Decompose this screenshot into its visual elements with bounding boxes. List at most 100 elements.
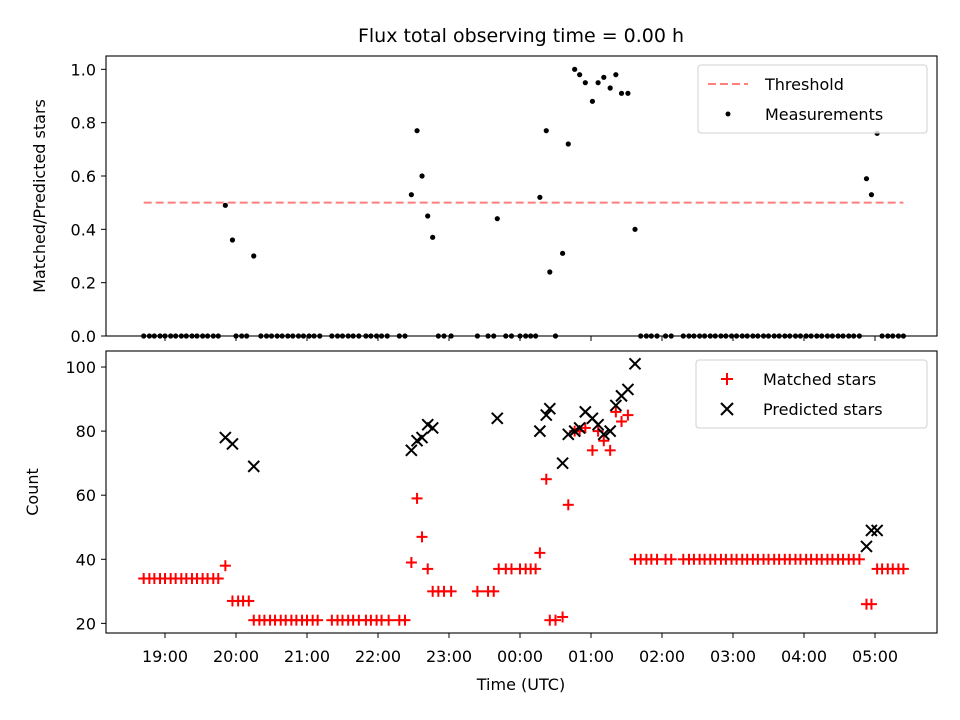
matched-star-point <box>530 563 542 575</box>
matched-star-point <box>598 435 610 447</box>
predicted-star-stroke-b <box>247 460 260 473</box>
x-axis-label: Time (UTC) <box>476 675 565 694</box>
measurement-point <box>577 72 583 78</box>
matched-star-point <box>405 557 417 568</box>
predicted-star-stroke-b <box>591 418 605 431</box>
measurement-point <box>425 213 431 219</box>
matched-star-point <box>604 444 616 456</box>
measurement-point <box>229 237 236 243</box>
measurement-point <box>414 128 420 134</box>
measurement-point <box>613 72 619 78</box>
predicted-star-stroke-b <box>573 421 586 435</box>
measurement-point <box>868 192 875 198</box>
matched-star-point <box>897 563 909 575</box>
legend-measurements-label: Measurements <box>765 105 883 124</box>
top-y-axis-label: Matched/Predicted stars <box>30 99 49 293</box>
predicted-star-stroke-b <box>540 408 553 422</box>
matched-star-point <box>534 547 546 559</box>
chart-title: Flux total observing time = 0.00 h <box>358 25 684 47</box>
matched-star-point <box>610 406 622 418</box>
measurement-point <box>430 234 436 240</box>
x-tick-label: 20:00 <box>213 647 259 666</box>
predicted-star-stroke-b <box>415 431 429 444</box>
predicted-star-point <box>226 437 239 451</box>
matched-star-point <box>540 473 552 485</box>
measurement-point <box>560 250 566 256</box>
measurement-point <box>863 176 870 182</box>
predicted-star-point <box>621 383 635 396</box>
matched-star-point <box>562 499 574 511</box>
legend-measurements-swatch <box>725 111 731 117</box>
top-y-tick-label: 0.4 <box>71 220 96 239</box>
bottom-legend: Matched stars Predicted stars <box>695 359 928 429</box>
top-y-tick-label: 0.6 <box>71 167 96 186</box>
matched-star-point <box>212 573 224 585</box>
measurement-point <box>632 226 638 232</box>
matched-star-point <box>219 560 231 572</box>
predicted-star-point <box>865 524 878 537</box>
matched-star-point <box>622 409 634 421</box>
x-tick-label: 05:00 <box>852 647 898 666</box>
bottom-y-tick-label: 100 <box>65 358 96 377</box>
measurement-point <box>582 80 588 86</box>
predicted-star-stroke-b <box>219 431 232 444</box>
predicted-star-point <box>609 399 623 412</box>
top-y-tick-label: 0.2 <box>71 274 96 293</box>
predicted-star-stroke-b <box>533 424 547 438</box>
matched-star-point <box>550 614 561 626</box>
matched-star-point <box>488 585 500 597</box>
x-tick-label: 19:00 <box>142 647 188 666</box>
measurement-point <box>222 202 228 208</box>
x-tick-label: 01:00 <box>568 647 614 666</box>
bottom-legend-box <box>695 359 928 429</box>
measurement-point <box>565 141 571 147</box>
predicted-star-stroke-b <box>579 405 592 419</box>
x-tick-label: 02:00 <box>639 647 685 666</box>
matched-star-point <box>853 553 865 565</box>
x-tick-label: 23:00 <box>426 647 472 666</box>
predicted-star-point <box>573 421 586 435</box>
measurement-point <box>607 85 613 91</box>
matched-star-point <box>557 611 569 623</box>
measurement-point <box>547 269 553 275</box>
matched-star-point <box>399 614 411 626</box>
matched-star-point <box>616 416 628 427</box>
measurement-point <box>419 173 425 179</box>
legend-predicted-label: Predicted stars <box>763 400 883 419</box>
predicted-star-stroke-b <box>586 412 599 425</box>
matched-star-point <box>243 595 255 607</box>
predicted-star-point <box>603 424 617 438</box>
measurement-point <box>625 90 631 96</box>
matched-star-point <box>312 614 324 626</box>
x-tick-label: 03:00 <box>710 647 756 666</box>
predicted-star-stroke-b <box>597 428 610 441</box>
matched-star-point <box>445 585 457 597</box>
measurement-point <box>543 128 549 134</box>
predicted-star-stroke-b <box>556 456 569 470</box>
bottom-axes-frame <box>105 350 938 634</box>
predicted-star-point <box>247 460 260 473</box>
matched-star-point <box>471 585 483 597</box>
measurement-point <box>537 194 543 200</box>
bottom-y-tick-label: 80 <box>76 422 96 441</box>
matched-star-point <box>416 531 428 543</box>
legend-threshold-label: Threshold <box>764 75 844 94</box>
predicted-star-point <box>415 431 429 444</box>
predicted-star-stroke-b <box>865 524 878 537</box>
top-panel: 0.0 0.2 0.4 0.6 0.8 1.0 Matched/Predicted sta… <box>30 55 938 346</box>
predicted-star-stroke-b <box>562 428 575 441</box>
top-y-tick-label: 0.8 <box>71 114 96 133</box>
x-tick-label: 21:00 <box>284 647 330 666</box>
measurement-point <box>494 216 500 222</box>
matched-star-point <box>579 422 591 434</box>
predicted-star-stroke-b <box>609 399 623 412</box>
top-y-tick-label: 1.0 <box>71 60 96 79</box>
x-tick-label: 00:00 <box>497 647 543 666</box>
predicted-star-stroke-b <box>621 383 635 396</box>
predicted-star-point <box>870 524 884 537</box>
predicted-star-stroke-b <box>491 412 504 425</box>
measurement-point <box>572 66 578 72</box>
top-axes-frame <box>105 55 938 337</box>
predicted-star-stroke-b <box>426 421 439 435</box>
predicted-star-point <box>591 418 605 431</box>
